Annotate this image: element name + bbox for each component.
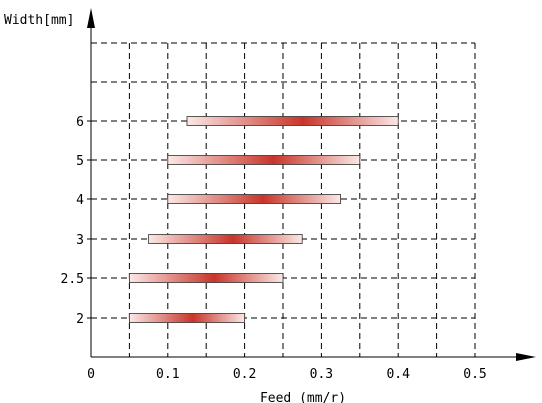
x-tick-label: 0 <box>87 367 95 382</box>
y-axis-arrow-icon <box>87 8 95 28</box>
x-tick-label: 0.5 <box>463 367 486 382</box>
range-bar <box>167 155 361 165</box>
y-tick-label: 2 <box>76 312 84 327</box>
x-axis-label: Feed (mm/r) <box>260 391 346 403</box>
x-tick-label: 0.3 <box>310 367 333 382</box>
y-tick-label: 6 <box>76 115 84 130</box>
x-tick-labels: 0 0.1 0.2 0.3 0.4 0.5 <box>87 367 487 382</box>
y-tick-label: 5 <box>76 154 84 169</box>
y-tick-label: 2.5 <box>61 272 84 287</box>
y-axis-label: Width[mm] <box>4 13 74 28</box>
range-bar <box>128 313 245 323</box>
range-bar <box>128 273 284 283</box>
range-bar <box>148 234 303 244</box>
bars <box>128 116 399 323</box>
x-axis-arrow-icon <box>516 353 536 361</box>
y-tick-label: 4 <box>76 193 84 208</box>
range-bar <box>186 116 399 126</box>
y-tick-label: 3 <box>76 233 84 248</box>
y-tick-labels: 2 2.5 3 4 5 6 <box>61 115 85 327</box>
x-tick-label: 0.1 <box>156 367 179 382</box>
x-tick-label: 0.2 <box>233 367 256 382</box>
axes <box>87 8 536 361</box>
x-tick-label: 0.4 <box>386 367 410 382</box>
range-bar <box>167 194 342 204</box>
